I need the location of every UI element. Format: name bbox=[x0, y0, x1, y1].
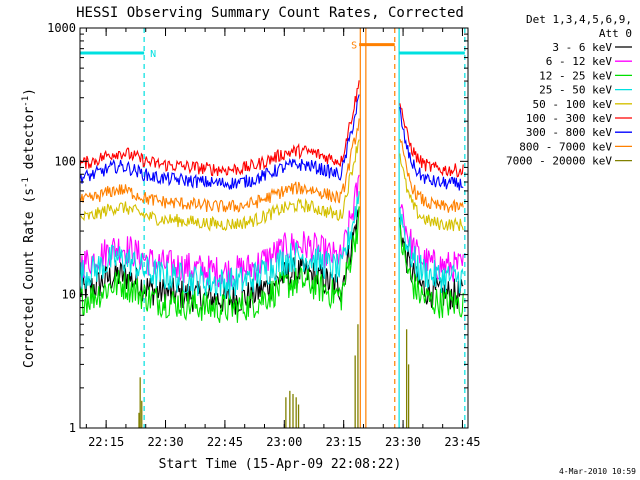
legend-label: 300 - 800 keV bbox=[526, 126, 612, 139]
legend-label: 3 - 6 keV bbox=[552, 41, 612, 54]
series-line bbox=[399, 106, 464, 191]
series-line bbox=[399, 207, 464, 294]
x-tick-label: 22:45 bbox=[207, 435, 243, 449]
y-axis-label: Corrected Count Rate (s-1 detector-1) bbox=[21, 88, 37, 368]
series-line bbox=[79, 118, 360, 213]
flag-label: N bbox=[150, 49, 156, 60]
series-line bbox=[399, 204, 464, 282]
x-tick-label: 23:30 bbox=[385, 435, 421, 449]
x-axis: 22:15 22:30 22:45 23:00 23:15 23:30 23:45 bbox=[85, 28, 481, 449]
x-tick-label: 23:45 bbox=[444, 435, 480, 449]
series-line bbox=[79, 174, 360, 288]
chart-title: HESSI Observing Summary Count Rates, Cor… bbox=[76, 5, 464, 21]
timestamp: 4-Mar-2010 10:59 bbox=[559, 467, 636, 476]
y-axis: 1 10 100 1000 bbox=[47, 21, 468, 435]
y-tick-label: 1 bbox=[69, 421, 76, 435]
x-tick-label: 23:00 bbox=[266, 435, 302, 449]
series-line bbox=[79, 94, 360, 190]
x-tick-label: 23:15 bbox=[326, 435, 362, 449]
legend-label: 800 - 7000 keV bbox=[519, 140, 612, 153]
legend-label: 12 - 25 keV bbox=[539, 69, 612, 82]
x-axis-label: Start Time (15-Apr-09 22:08:22) bbox=[159, 457, 402, 472]
legend-label: 25 - 50 keV bbox=[539, 84, 612, 97]
series-line bbox=[399, 103, 464, 178]
y-axis-label-mid: detector bbox=[22, 107, 37, 178]
series-line bbox=[79, 80, 360, 177]
series-line bbox=[399, 138, 464, 213]
x-tick-label: 22:30 bbox=[147, 435, 183, 449]
plot-frame bbox=[79, 27, 469, 429]
series-line bbox=[79, 191, 360, 299]
y-axis-label-main: Corrected Count Rate (s bbox=[22, 188, 37, 368]
x-tick-label: 22:15 bbox=[88, 435, 124, 449]
y-axis-label-sup1: -1 bbox=[21, 177, 31, 188]
y-axis-label-sup2: -1 bbox=[21, 96, 31, 107]
legend-header-2: Att 0 bbox=[599, 27, 632, 40]
flag-label: S bbox=[351, 41, 357, 52]
series-line bbox=[79, 206, 360, 323]
y-tick-label: 1000 bbox=[47, 21, 76, 35]
legend-header-1: Det 1,3,4,5,6,9, bbox=[526, 13, 632, 26]
series-line bbox=[399, 153, 464, 232]
legend-label: 7000 - 20000 keV bbox=[506, 155, 612, 168]
y-tick-label: 100 bbox=[54, 154, 76, 168]
y-tick-label: 10 bbox=[62, 288, 76, 302]
series-line bbox=[79, 139, 360, 232]
series-line bbox=[399, 219, 464, 319]
legend-label: 6 - 12 keV bbox=[546, 55, 613, 68]
legend-label: 100 - 300 keV bbox=[526, 112, 612, 125]
legend-label: 50 - 100 keV bbox=[533, 98, 613, 111]
plot-area: NS bbox=[79, 28, 466, 428]
y-axis-label-end: ) bbox=[22, 88, 37, 96]
